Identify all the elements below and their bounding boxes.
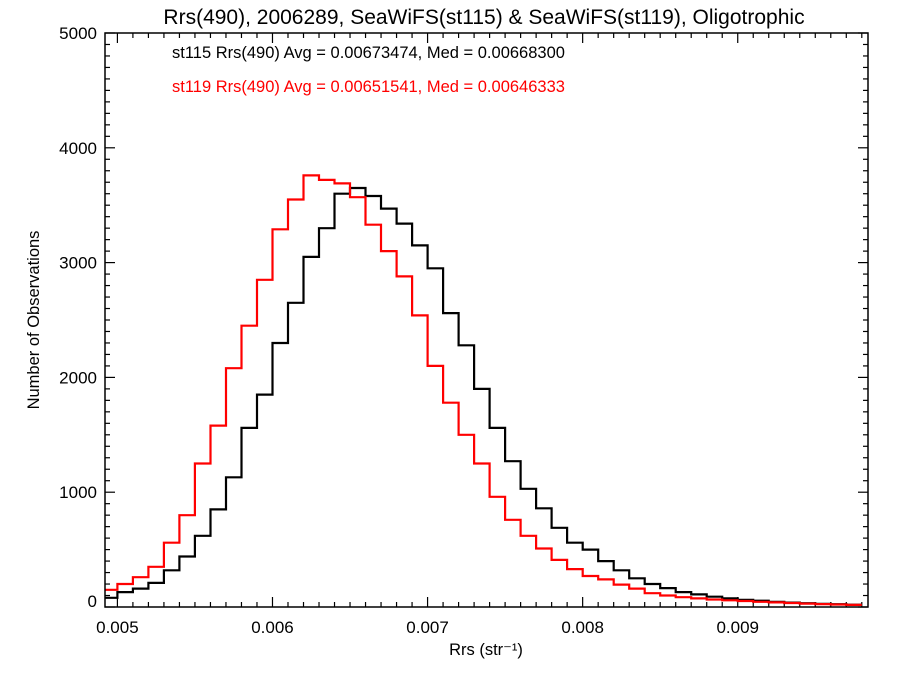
plot-frame [104,32,869,608]
legend-st115: st115 Rrs(490) Avg = 0.00673474, Med = 0… [172,44,565,62]
y-tick-label: 5000 [59,24,97,43]
histogram-line-st119 [105,174,862,606]
series-st119 [105,174,862,606]
y-tick-label: 3000 [59,254,97,273]
x-tick-label: 0.007 [406,618,449,637]
chart-title: Rrs(490), 2006289, SeaWiFS(st115) & SeaW… [163,6,804,29]
x-tick-label: 0.006 [251,618,294,637]
x-tick-label: 0.009 [716,618,759,637]
series-group [105,174,862,606]
y-tick-label: 0 [88,592,97,611]
y-tick-label: 1000 [59,483,97,502]
y-tick-label: 4000 [59,139,97,158]
axis-ticks [105,32,868,608]
y-tick-label: 2000 [59,368,97,387]
x-tick-label: 0.005 [96,618,139,637]
histogram-line-st115 [105,186,862,606]
legend-st119: st119 Rrs(490) Avg = 0.00651541, Med = 0… [172,78,565,96]
y-axis-label: Number of Observations [25,231,43,410]
x-tick-label: 0.008 [561,618,604,637]
x-axis-label: Rrs (str⁻¹) [449,641,523,659]
tick-labels: 0.005 0.006 0.007 0.008 0.009 0 1000 2000 3000 40… [59,24,759,637]
series-st115 [105,186,862,606]
